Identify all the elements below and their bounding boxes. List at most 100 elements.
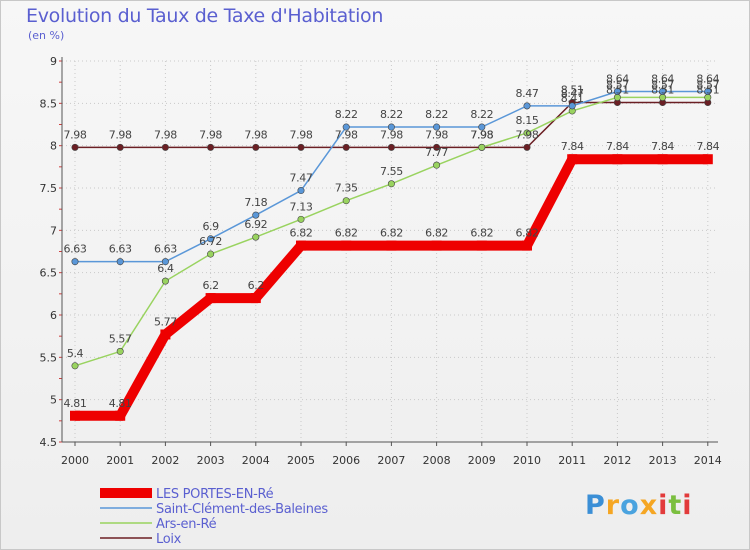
data-point (433, 143, 441, 151)
data-point (431, 240, 442, 251)
x-tick-label: 2000 (61, 454, 89, 467)
data-label: 8.22 (425, 108, 448, 121)
data-label: 8.22 (470, 108, 493, 121)
x-tick-label: 2009 (468, 454, 496, 467)
data-point (205, 293, 216, 304)
data-label: 6.2 (248, 279, 264, 292)
data-label: 7.98 (335, 128, 358, 141)
data-label: 5.4 (67, 347, 84, 360)
legend-label: Saint-Clément-des-Baleines (156, 502, 328, 517)
data-label: 8.64 (696, 72, 719, 85)
y-tick-label: 6.5 (40, 267, 58, 280)
data-label: 8.57 (606, 78, 629, 91)
data-point (342, 123, 350, 131)
data-label: 8.64 (606, 72, 629, 85)
data-label: 8.51 (561, 83, 584, 96)
chart-title: Evolution du Taux de Taxe d'Habitation (26, 5, 384, 27)
data-label: 7.98 (425, 128, 448, 141)
data-point (296, 240, 306, 251)
data-label: 7.98 (199, 128, 222, 141)
data-label: 7.98 (470, 128, 493, 141)
data-point (702, 154, 713, 165)
data-label: 6.63 (109, 243, 132, 256)
y-tick-label: 6 (50, 309, 57, 322)
data-point (297, 143, 305, 151)
data-point (387, 123, 395, 131)
x-tick-label: 2006 (332, 454, 360, 467)
data-point (250, 293, 261, 304)
x-tick-label: 2010 (513, 454, 541, 467)
data-label: 6.72 (199, 235, 222, 248)
x-tick-label: 2002 (151, 454, 179, 467)
data-point (568, 102, 576, 110)
data-label: 8.64 (651, 72, 674, 85)
data-label: 6.82 (425, 227, 448, 240)
data-label: 5.77 (154, 315, 177, 328)
data-point (116, 143, 124, 151)
data-point (161, 143, 169, 151)
data-point (433, 161, 441, 169)
data-point (252, 211, 260, 219)
data-point (342, 143, 350, 151)
data-label: 7.98 (380, 128, 403, 141)
x-tick-label: 2001 (106, 454, 134, 467)
y-tick-label: 8 (50, 140, 57, 153)
data-point (207, 235, 215, 243)
data-label: 6.82 (516, 227, 539, 240)
x-tick-label: 2014 (694, 454, 722, 467)
data-label: 8.22 (335, 108, 358, 121)
series-layer (70, 87, 713, 421)
data-label: 8.15 (516, 114, 539, 127)
data-point (386, 240, 397, 251)
data-label: 7.84 (606, 140, 629, 153)
legend-label: LES PORTES-EN-Ré (156, 487, 274, 502)
data-point (523, 129, 531, 137)
x-tick-label: 2012 (603, 454, 631, 467)
data-label: 7.13 (290, 200, 313, 213)
data-label: 6.82 (290, 227, 313, 240)
data-point (704, 87, 712, 95)
data-label: 8.51 (696, 83, 719, 96)
data-label: 7.98 (470, 128, 493, 141)
x-tick-label: 2007 (377, 454, 405, 467)
x-tick-label: 2005 (287, 454, 315, 467)
data-label: 7.77 (425, 146, 448, 159)
data-point (567, 154, 578, 165)
y-tick-label: 5.5 (40, 351, 58, 364)
data-label: 8.51 (651, 83, 674, 96)
y-tick-label: 4.5 (40, 436, 58, 449)
data-point (478, 143, 486, 151)
data-label: 6.2 (202, 279, 218, 292)
data-point (341, 240, 352, 251)
data-point (207, 143, 215, 151)
data-point (71, 258, 79, 266)
data-label: 6.63 (64, 243, 87, 256)
data-point (207, 250, 215, 258)
data-point (433, 123, 441, 131)
data-label: 4.81 (64, 397, 87, 410)
x-tick-label: 2003 (197, 454, 225, 467)
x-tick-label: 2008 (423, 454, 451, 467)
data-point (523, 102, 531, 110)
data-point (523, 143, 531, 151)
data-label: 7.98 (154, 128, 177, 141)
data-label: 8.41 (561, 92, 584, 105)
data-labels-layer: 7.98 7.98 7.98 7.98 7.98 7.98 7.98 7.98 7.98 7.98… (64, 72, 720, 409)
data-point (387, 180, 395, 188)
data-label: 5.57 (109, 332, 132, 345)
data-label: 8.57 (696, 78, 719, 91)
data-label: 7.47 (290, 172, 313, 185)
data-label: 7.35 (335, 182, 358, 195)
data-label: 8.51 (606, 83, 629, 96)
y-tick-label: 5 (50, 394, 57, 407)
data-label: 8.22 (380, 108, 403, 121)
data-point (612, 154, 623, 165)
data-label: 6.92 (244, 218, 267, 231)
data-point (116, 258, 124, 266)
data-point (115, 410, 126, 421)
data-point (657, 154, 668, 165)
data-point (160, 329, 171, 340)
data-point (297, 187, 305, 195)
data-label: 6.63 (154, 243, 177, 256)
y-tick-label: 7 (50, 224, 57, 237)
